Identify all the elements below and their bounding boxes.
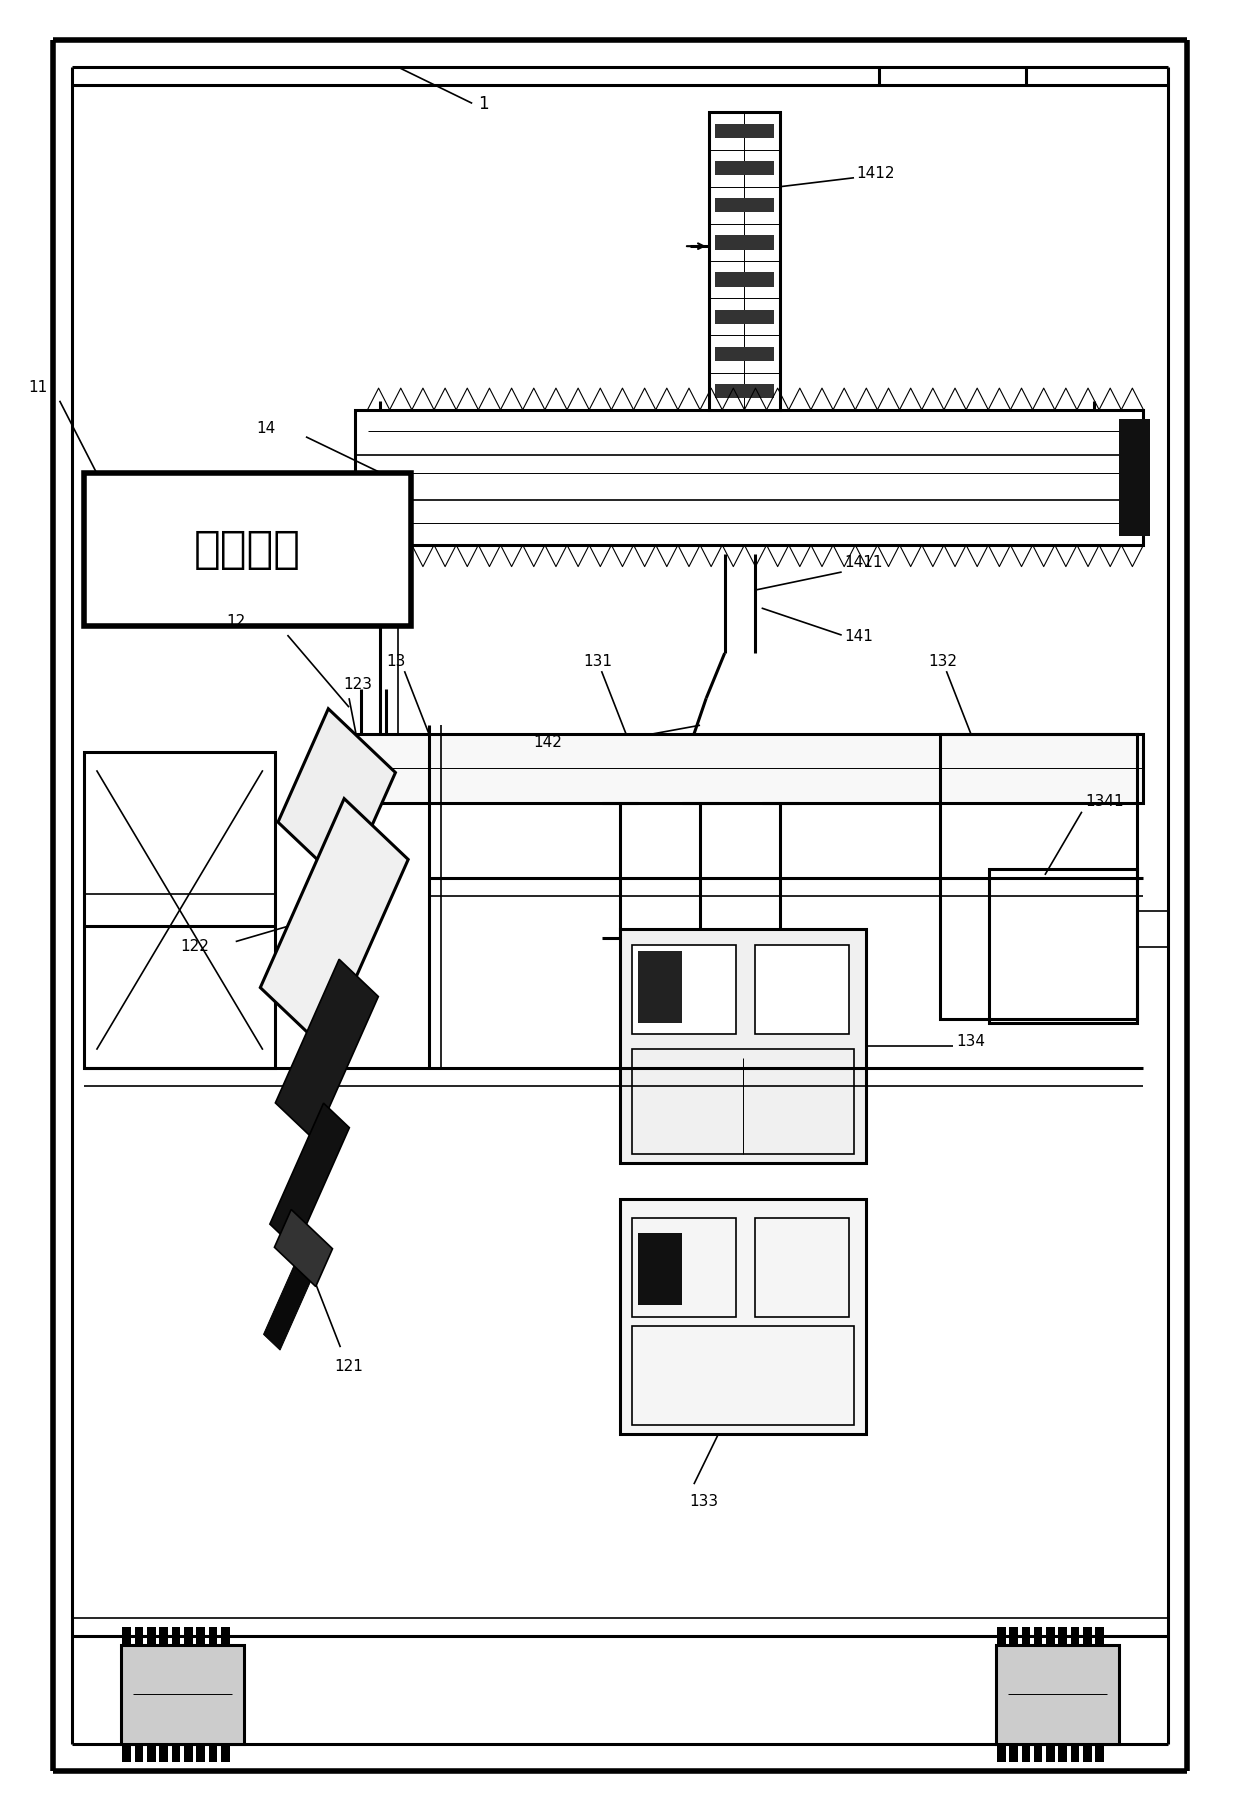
Bar [355, 733, 1143, 802]
Bar [171, 1744, 180, 1762]
Bar [122, 1644, 244, 1744]
Bar [1083, 1744, 1091, 1762]
Text: 123: 123 [343, 677, 372, 692]
Bar [714, 197, 774, 212]
Bar [148, 1744, 156, 1762]
Bar [1095, 1626, 1104, 1644]
Bar [1034, 1744, 1043, 1762]
Bar [221, 1626, 229, 1644]
Bar [714, 346, 774, 360]
Bar [997, 1626, 1006, 1644]
Bar [148, 1626, 156, 1644]
Text: 1: 1 [479, 94, 489, 112]
Text: 1412: 1412 [857, 167, 895, 181]
Bar [632, 1049, 854, 1154]
Polygon shape [275, 960, 378, 1141]
Bar [714, 310, 774, 324]
Bar [714, 235, 774, 250]
Bar [755, 945, 849, 1034]
Bar [714, 384, 774, 398]
Bar [997, 1744, 1006, 1762]
Bar [632, 1219, 735, 1317]
Bar [709, 112, 780, 409]
Bar [714, 272, 774, 286]
Bar [1095, 1744, 1104, 1762]
Bar [990, 869, 1137, 1023]
Bar [208, 1626, 217, 1644]
Bar [620, 1199, 867, 1434]
Bar [620, 929, 867, 1163]
Bar [160, 1744, 167, 1762]
Bar [221, 1744, 229, 1762]
Bar [755, 1219, 849, 1317]
Polygon shape [278, 708, 396, 886]
Text: 141: 141 [844, 628, 873, 643]
Text: 14: 14 [257, 422, 277, 436]
Text: 11: 11 [29, 380, 48, 395]
Polygon shape [270, 1103, 350, 1248]
Bar [1118, 418, 1149, 536]
Bar [196, 1626, 205, 1644]
Bar [639, 951, 682, 1023]
Text: 134: 134 [956, 1034, 986, 1049]
Bar [1034, 1626, 1043, 1644]
Bar [1059, 1744, 1068, 1762]
Bar [355, 409, 1143, 545]
Bar [639, 1233, 682, 1304]
Bar [171, 1626, 180, 1644]
Polygon shape [274, 1210, 332, 1286]
Bar [135, 1744, 144, 1762]
Bar [1022, 1744, 1030, 1762]
Bar [123, 1626, 131, 1644]
Bar [1083, 1626, 1091, 1644]
Bar [714, 161, 774, 176]
Text: 131: 131 [583, 654, 613, 668]
Text: 控制单元: 控制单元 [193, 529, 301, 570]
Bar [940, 733, 1137, 1020]
Bar [1009, 1626, 1018, 1644]
Bar [1059, 1626, 1068, 1644]
Bar [184, 1744, 192, 1762]
Text: 121: 121 [335, 1358, 363, 1373]
Bar [1047, 1626, 1055, 1644]
Bar [84, 752, 275, 1068]
Bar [208, 1744, 217, 1762]
Bar [714, 123, 774, 138]
Bar [1022, 1626, 1030, 1644]
Bar [196, 1744, 205, 1762]
Bar [184, 1626, 192, 1644]
Bar [1071, 1626, 1079, 1644]
Bar [84, 473, 410, 627]
Polygon shape [264, 1237, 324, 1349]
Bar [160, 1626, 167, 1644]
Bar [632, 1326, 854, 1425]
Bar [1009, 1744, 1018, 1762]
Text: 142: 142 [533, 735, 563, 750]
Polygon shape [260, 799, 408, 1049]
Bar [135, 1626, 144, 1644]
Text: 12: 12 [226, 614, 246, 628]
Text: 122: 122 [180, 938, 210, 954]
Text: 1411: 1411 [844, 554, 883, 570]
Bar [632, 945, 735, 1034]
Text: 1341: 1341 [1085, 795, 1125, 810]
Bar [996, 1644, 1118, 1744]
Bar [1071, 1744, 1079, 1762]
Text: 132: 132 [928, 654, 957, 668]
Text: 13: 13 [386, 654, 405, 668]
Bar [1047, 1744, 1055, 1762]
Bar [123, 1744, 131, 1762]
Text: 133: 133 [689, 1494, 718, 1509]
